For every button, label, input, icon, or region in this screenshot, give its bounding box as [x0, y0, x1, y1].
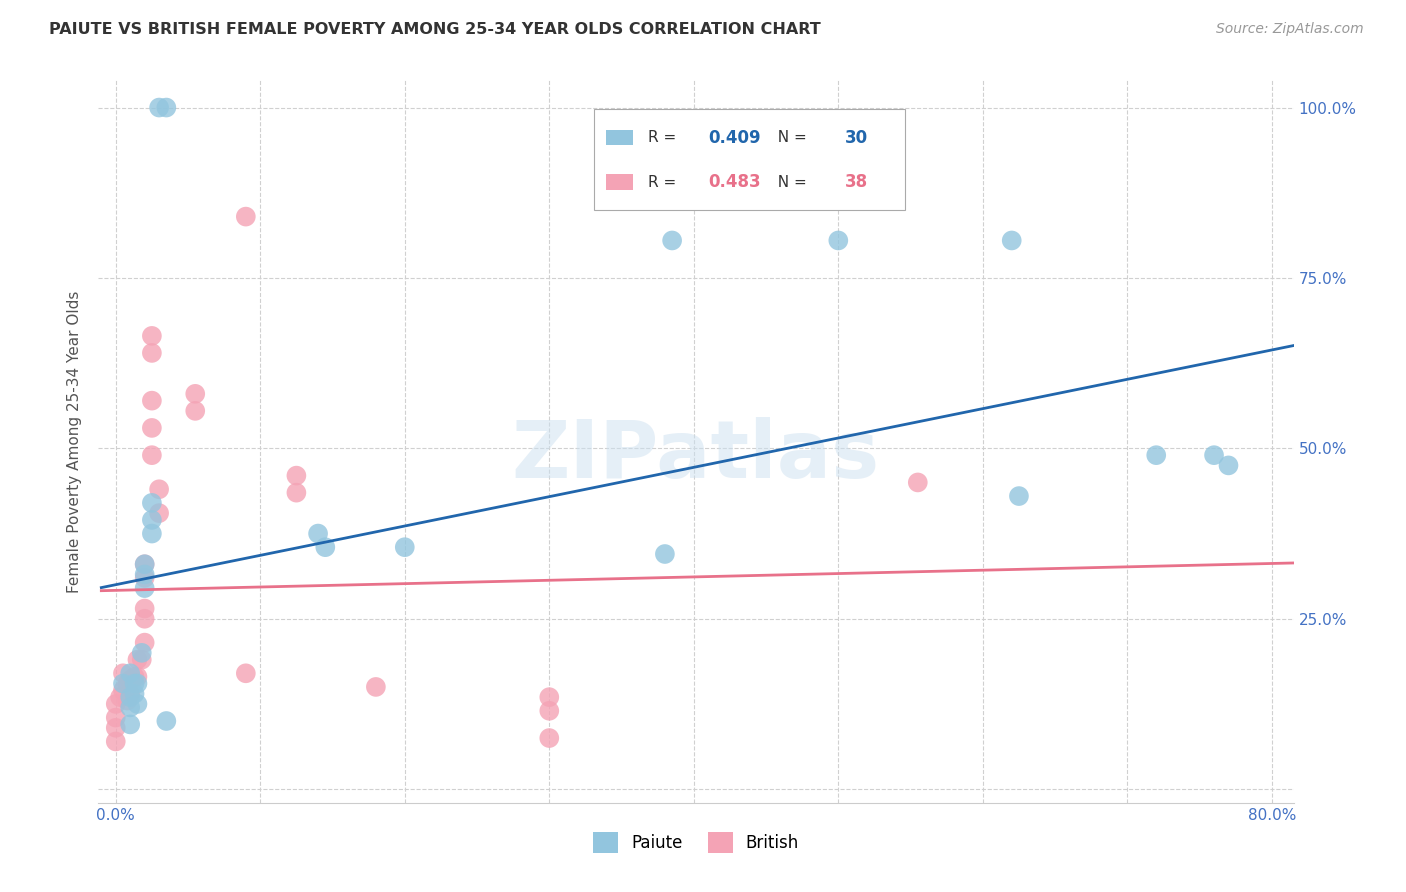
Point [155, 714, 177, 728]
Point [134, 612, 156, 626]
Text: R =: R = [648, 130, 682, 145]
Point [120, 700, 142, 714]
Point [538, 704, 561, 718]
Point [117, 693, 139, 707]
Point [111, 676, 134, 690]
Point [141, 421, 163, 435]
Point [120, 666, 142, 681]
Text: N =: N = [768, 130, 811, 145]
Point [134, 635, 156, 649]
Point [124, 670, 146, 684]
Point [104, 697, 127, 711]
Text: R =: R = [648, 175, 682, 189]
Point [155, 101, 177, 115]
Point [235, 666, 257, 681]
Point [141, 448, 163, 462]
Point [141, 496, 163, 510]
Text: 0.483: 0.483 [709, 173, 761, 191]
Text: ZIPatlas: ZIPatlas [512, 417, 880, 495]
Point [394, 540, 416, 554]
Point [1202, 448, 1225, 462]
FancyBboxPatch shape [606, 129, 633, 145]
Point [120, 673, 142, 687]
FancyBboxPatch shape [606, 174, 633, 190]
Text: PAIUTE VS BRITISH FEMALE POVERTY AMONG 25-34 YEAR OLDS CORRELATION CHART: PAIUTE VS BRITISH FEMALE POVERTY AMONG 2… [49, 22, 821, 37]
Point [131, 653, 153, 667]
Point [141, 346, 163, 360]
Point [364, 680, 387, 694]
Point [120, 687, 142, 701]
Point [134, 601, 156, 615]
Point [134, 558, 156, 572]
Point [104, 721, 127, 735]
Point [120, 690, 142, 705]
Point [124, 676, 146, 690]
Point [131, 646, 153, 660]
Point [148, 101, 170, 115]
Point [1218, 458, 1240, 473]
Point [124, 687, 146, 701]
Point [1144, 448, 1167, 462]
Point [235, 210, 257, 224]
Point [134, 558, 156, 572]
Point [141, 393, 163, 408]
Point [127, 653, 149, 667]
Text: N =: N = [768, 175, 811, 189]
Point [111, 666, 134, 681]
FancyBboxPatch shape [595, 109, 905, 211]
Point [134, 581, 156, 595]
Point [654, 547, 676, 561]
Point [307, 526, 329, 541]
Text: Source: ZipAtlas.com: Source: ZipAtlas.com [1216, 22, 1364, 37]
Point [127, 676, 149, 690]
Point [285, 485, 308, 500]
Point [127, 670, 149, 684]
Point [184, 387, 207, 401]
Point [1008, 489, 1031, 503]
Text: 38: 38 [845, 173, 869, 191]
Text: 30: 30 [845, 128, 869, 146]
Point [184, 404, 207, 418]
Point [148, 506, 170, 520]
Point [111, 683, 134, 698]
Point [108, 690, 131, 705]
Point [127, 697, 149, 711]
Point [1001, 234, 1024, 248]
Point [134, 571, 156, 585]
Y-axis label: Female Poverty Among 25-34 Year Olds: Female Poverty Among 25-34 Year Olds [67, 291, 83, 592]
Point [104, 710, 127, 724]
Point [104, 734, 127, 748]
Point [661, 234, 683, 248]
Point [141, 329, 163, 343]
Point [141, 513, 163, 527]
Point [538, 731, 561, 745]
Point [141, 526, 163, 541]
Point [120, 717, 142, 731]
Point [538, 690, 561, 705]
Point [285, 468, 308, 483]
Point [314, 540, 336, 554]
Legend: Paiute, British: Paiute, British [586, 826, 806, 860]
Point [827, 234, 849, 248]
Point [148, 482, 170, 496]
Text: 0.409: 0.409 [709, 128, 761, 146]
Point [907, 475, 929, 490]
Point [134, 567, 156, 582]
Point [117, 676, 139, 690]
